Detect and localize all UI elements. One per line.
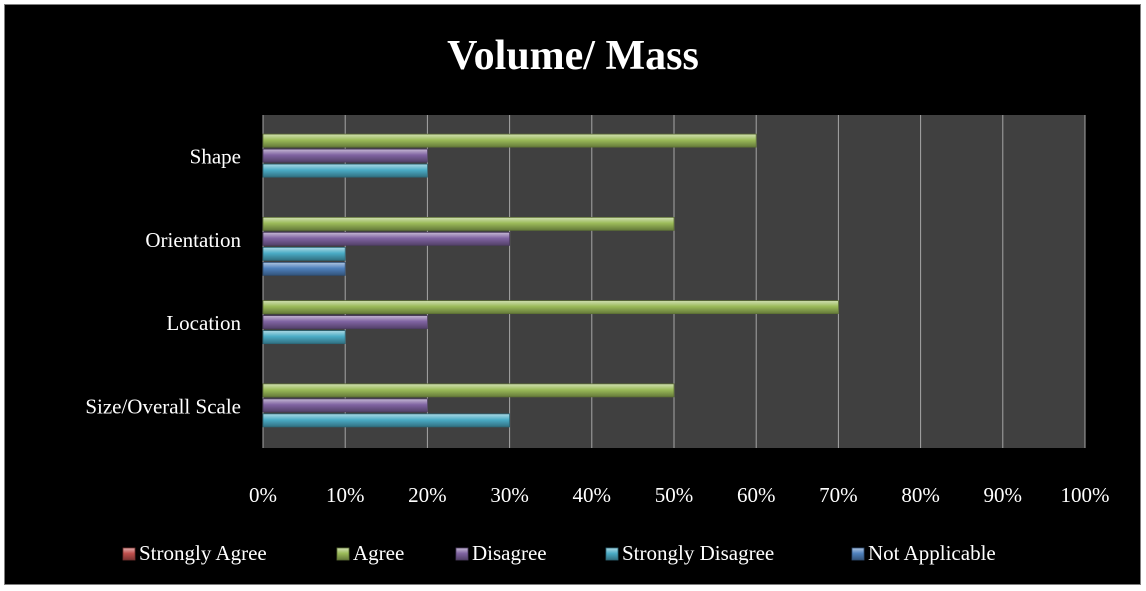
x-tick-label: 0% xyxy=(249,483,277,507)
bar-orientation-disagree xyxy=(262,231,511,246)
x-tick-label: 60% xyxy=(737,483,776,507)
legend-swatch-strongly-agree xyxy=(122,547,136,561)
x-tick-label: 40% xyxy=(573,483,612,507)
x-tick-label: 30% xyxy=(490,483,529,507)
chart-title: Volume/ Mass xyxy=(447,33,699,79)
legend-swatch-disagree xyxy=(455,547,469,561)
bar-size-overall-scale-disagree xyxy=(262,398,428,413)
legend-swatch-not-applicable xyxy=(851,547,865,561)
tick-labels: 0% 10% 20% 30% 40% 50% 60% 70% 80% 90% 100% xyxy=(249,483,1110,507)
chart-frame: Volume/ Mass Shape Orientation Location Siz… xyxy=(4,4,1141,585)
legend-swatch-agree xyxy=(336,547,350,561)
category-labels: Shape Orientation Location Size/Overall Sca… xyxy=(85,145,241,419)
bar-shape-agree xyxy=(262,133,757,148)
x-tick-label: 20% xyxy=(408,483,447,507)
category-label: Shape xyxy=(190,145,241,169)
bar-orientation-strongly-disagree xyxy=(262,246,346,261)
x-tick-label: 100% xyxy=(1061,483,1110,507)
legend-label-agree: Agree xyxy=(353,541,404,565)
bar-size-overall-scale-agree xyxy=(262,383,675,398)
category-label: Orientation xyxy=(145,228,241,252)
bar-location-strongly-disagree xyxy=(262,330,346,345)
legend-swatch-strongly-disagree xyxy=(605,547,619,561)
legend-label-strongly-disagree: Strongly Disagree xyxy=(622,541,774,565)
bar-size-overall-scale-strongly-disagree xyxy=(262,413,511,428)
x-tick-label: 80% xyxy=(901,483,940,507)
bar-orientation-not-applicable xyxy=(262,261,346,276)
bar-shape-strongly-disagree xyxy=(262,163,428,178)
category-label: Location xyxy=(166,311,241,335)
bar-orientation-agree xyxy=(262,216,675,231)
x-tick-label: 70% xyxy=(819,483,858,507)
bar-location-disagree xyxy=(262,315,428,330)
x-tick-label: 10% xyxy=(326,483,365,507)
x-tick-label: 90% xyxy=(984,483,1023,507)
bars xyxy=(262,133,839,428)
legend-label-not-applicable: Not Applicable xyxy=(868,541,996,565)
bar-shape-disagree xyxy=(262,148,428,163)
bar-chart: Volume/ Mass Shape Orientation Location Siz… xyxy=(85,33,1110,565)
legend-label-strongly-agree: Strongly Agree xyxy=(139,541,267,565)
legend-label-disagree: Disagree xyxy=(472,541,547,565)
bar-location-agree xyxy=(262,300,839,315)
x-tick-label: 50% xyxy=(655,483,694,507)
category-label: Size/Overall Scale xyxy=(85,394,241,418)
legend: Strongly Agree Agree Disagree Strongly Disa… xyxy=(122,541,996,565)
